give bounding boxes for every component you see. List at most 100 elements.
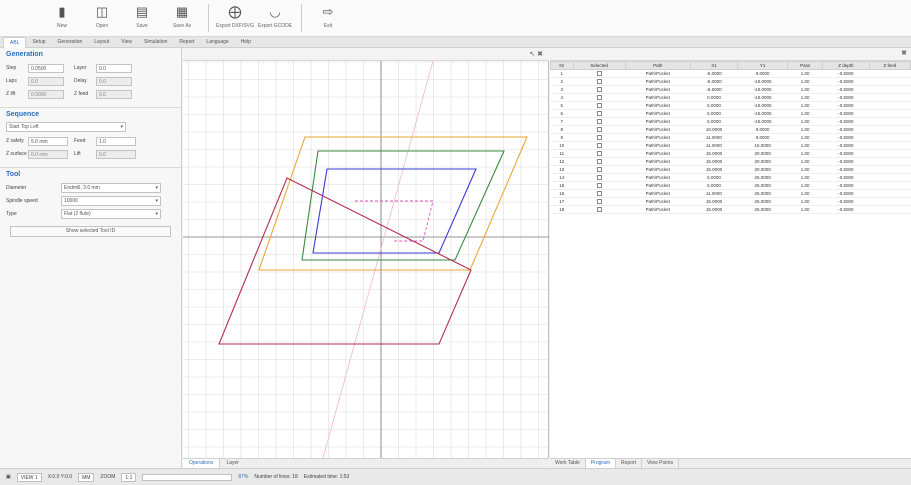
cell-path: Path/Pocket xyxy=(625,69,691,78)
col-x1[interactable]: X1 xyxy=(690,61,738,70)
row-checkbox[interactable] xyxy=(596,159,602,165)
tab-layout[interactable]: Layout xyxy=(94,39,110,45)
table-row[interactable]: 4 Path/Pocket 0.0000 -10.0000 1.00 -0.5000 xyxy=(550,93,911,102)
table-row[interactable]: 16 Path/Pocket 11.0000 25.0000 1.00 -0.5000 xyxy=(550,189,911,198)
toolbar-separator xyxy=(208,4,209,32)
table-row[interactable]: 6 Path/Pocket 5.0000 -15.0000 1.00 -0.5000 xyxy=(550,109,911,118)
row-checkbox[interactable] xyxy=(596,135,602,141)
row-checkbox[interactable] xyxy=(596,87,602,93)
tab-report[interactable]: Report xyxy=(179,39,195,45)
zoom-select[interactable]: 1:1 xyxy=(121,472,137,482)
table-row[interactable]: 5 Path/Pocket 5.0000 -10.0000 1.00 -0.5000 xyxy=(550,101,911,110)
row-checkbox[interactable] xyxy=(596,199,602,205)
table-row[interactable]: 18 Path/Pocket 15.0000 25.0000 1.00 -0.5000 xyxy=(550,205,911,214)
col-selected[interactable]: Selected xyxy=(572,61,626,70)
row-checkbox[interactable] xyxy=(596,207,602,213)
table-row[interactable]: 14 Path/Pocket 5.0000 25.0000 1.00 -0.5000 xyxy=(550,173,911,182)
tab-program[interactable]: Program xyxy=(585,459,617,468)
z-lift-input[interactable]: 0.0000 xyxy=(28,89,64,99)
row-checkbox[interactable] xyxy=(596,79,602,85)
table-row[interactable]: 17 Path/Pocket 15.0000 25.0000 1.00 -0.5000 xyxy=(550,197,911,206)
table-row[interactable]: 9 Path/Pocket 11.0000 0.0000 1.00 -0.5000 xyxy=(550,133,911,142)
row-checkbox[interactable] xyxy=(596,111,602,117)
delay-input[interactable]: 0.0 xyxy=(96,76,132,86)
cell-z-depth: -0.5000 xyxy=(822,181,870,190)
row-checkbox[interactable] xyxy=(596,71,602,77)
col-path[interactable]: Path xyxy=(624,61,692,70)
row-checkbox[interactable] xyxy=(596,183,602,189)
row-checkbox[interactable] xyxy=(596,127,602,133)
sequence-mode-select[interactable]: Start Top Left ▾ xyxy=(6,122,126,132)
spindle-select[interactable]: 10000 ▾ xyxy=(61,196,161,206)
table-row[interactable]: 8 Path/Pocket 10.0000 0.0000 1.00 -0.5000 xyxy=(550,125,911,134)
units-select[interactable]: MM xyxy=(78,472,95,482)
z-surface-input[interactable]: 0.0 mm xyxy=(28,149,68,159)
table-row[interactable]: 3 Path/Pocket -6.6000 -10.0000 1.00 -0.5000 xyxy=(550,85,911,94)
row-checkbox[interactable] xyxy=(596,191,602,197)
export-dxf-button[interactable]: ⨁ Export DXF/SVG xyxy=(215,0,255,37)
table-row[interactable]: 11 Path/Pocket 15.0000 20.0000 1.00 -0.5000 xyxy=(550,149,911,158)
table-row[interactable]: 13 Path/Pocket 15.0000 20.0000 1.00 -0.5000 xyxy=(550,165,911,174)
show-tool-button[interactable]: Show selected Tool ID xyxy=(10,226,171,237)
col-y1[interactable]: Y1 xyxy=(736,61,789,70)
tab-simulation[interactable]: Simulation xyxy=(144,39,168,45)
cell-selected xyxy=(573,85,626,94)
row-checkbox[interactable] xyxy=(596,143,602,149)
row-checkbox[interactable] xyxy=(596,103,602,109)
lift-input[interactable]: 0.0 xyxy=(96,149,136,159)
z-feed-input[interactable]: 0.0 xyxy=(96,89,132,99)
col-nr[interactable]: Nr xyxy=(550,61,574,70)
graph-window-controls[interactable]: ↖ ✖ xyxy=(529,51,543,58)
table-row[interactable]: 7 Path/Pocket 5.0000 -15.0000 1.00 -0.5000 xyxy=(550,117,911,126)
layer-input[interactable]: 0.0 xyxy=(96,63,132,73)
col-z-feed[interactable]: Z feed xyxy=(868,61,911,70)
cell-z-depth: -0.5000 xyxy=(822,189,870,198)
tab-generation[interactable]: Generation xyxy=(57,39,83,45)
table-row[interactable]: 15 Path/Pocket 5.0000 25.0000 1.00 -0.5000 xyxy=(550,181,911,190)
tab-view-points[interactable]: View Points xyxy=(642,459,680,468)
tab-setup[interactable]: Setup xyxy=(32,39,46,45)
row-checkbox[interactable] xyxy=(596,167,602,173)
cell-y1: 25.0000 xyxy=(737,205,788,214)
cell-pass: 1.00 xyxy=(787,205,823,214)
tab-language[interactable]: Language xyxy=(206,39,229,45)
row-checkbox[interactable] xyxy=(596,95,602,101)
diameter-select[interactable]: Endmill, 3.0 mm ▾ xyxy=(61,183,161,193)
tab-layer[interactable]: Layer xyxy=(226,460,239,466)
table-row[interactable]: 1 Path/Pocket -5.0000 0.0000 1.00 -0.5000 xyxy=(550,69,911,78)
save-as-button[interactable]: ▦ Save As xyxy=(162,0,202,37)
feed-input[interactable]: 1.0 xyxy=(96,136,136,146)
cell-selected xyxy=(573,141,626,150)
tab-report[interactable]: Report xyxy=(616,459,643,468)
view-mode-select[interactable]: VIEW 1 xyxy=(16,472,42,482)
row-checkbox[interactable] xyxy=(596,175,602,181)
table-row[interactable]: 10 Path/Pocket 11.0000 15.0000 1.00 -0.5000 xyxy=(550,141,911,150)
row-checkbox[interactable] xyxy=(596,151,602,157)
col-z-depth[interactable]: Z depth xyxy=(821,61,870,70)
new-button[interactable]: ▮ New xyxy=(42,0,82,37)
exit-button[interactable]: ⇨ Exit xyxy=(308,0,348,37)
tab-work-table[interactable]: Work Table xyxy=(550,459,586,468)
export-gcode-button[interactable]: ◡ Export GCODE xyxy=(255,0,295,37)
open-button[interactable]: ◫ Open xyxy=(82,0,122,37)
tab-view[interactable]: View xyxy=(121,39,133,45)
step-input[interactable]: 0.0500 xyxy=(28,63,64,73)
table-close-icon[interactable]: ✖ xyxy=(901,50,907,57)
tab-abl[interactable]: ABL xyxy=(3,37,27,48)
laps-input[interactable]: 0.0 xyxy=(28,76,64,86)
tab-operations[interactable]: Operations xyxy=(183,459,221,469)
col-pass[interactable]: Pass xyxy=(787,61,823,70)
toolpath-canvas[interactable] xyxy=(183,61,549,458)
table-row[interactable]: 2 Path/Pocket -5.0000 -10.0000 1.00 -0.5000 xyxy=(550,77,911,86)
cell-pass: 1.00 xyxy=(787,93,823,102)
cell-y1: -10.0000 xyxy=(737,85,788,94)
z-safety-input[interactable]: 5.0 mm xyxy=(28,136,68,146)
table-row[interactable]: 12 Path/Pocket 15.0000 20.0000 1.00 -0.5000 xyxy=(550,157,911,166)
type-select[interactable]: Flat (2 flute) ▾ xyxy=(61,209,161,219)
tab-help[interactable]: Help xyxy=(240,39,251,45)
cell-y1: 0.0000 xyxy=(737,125,788,134)
cell-pass: 1.00 xyxy=(787,109,823,118)
cell-pass: 1.00 xyxy=(787,181,823,190)
save-button[interactable]: ▤ Save xyxy=(122,0,162,37)
row-checkbox[interactable] xyxy=(596,119,602,125)
